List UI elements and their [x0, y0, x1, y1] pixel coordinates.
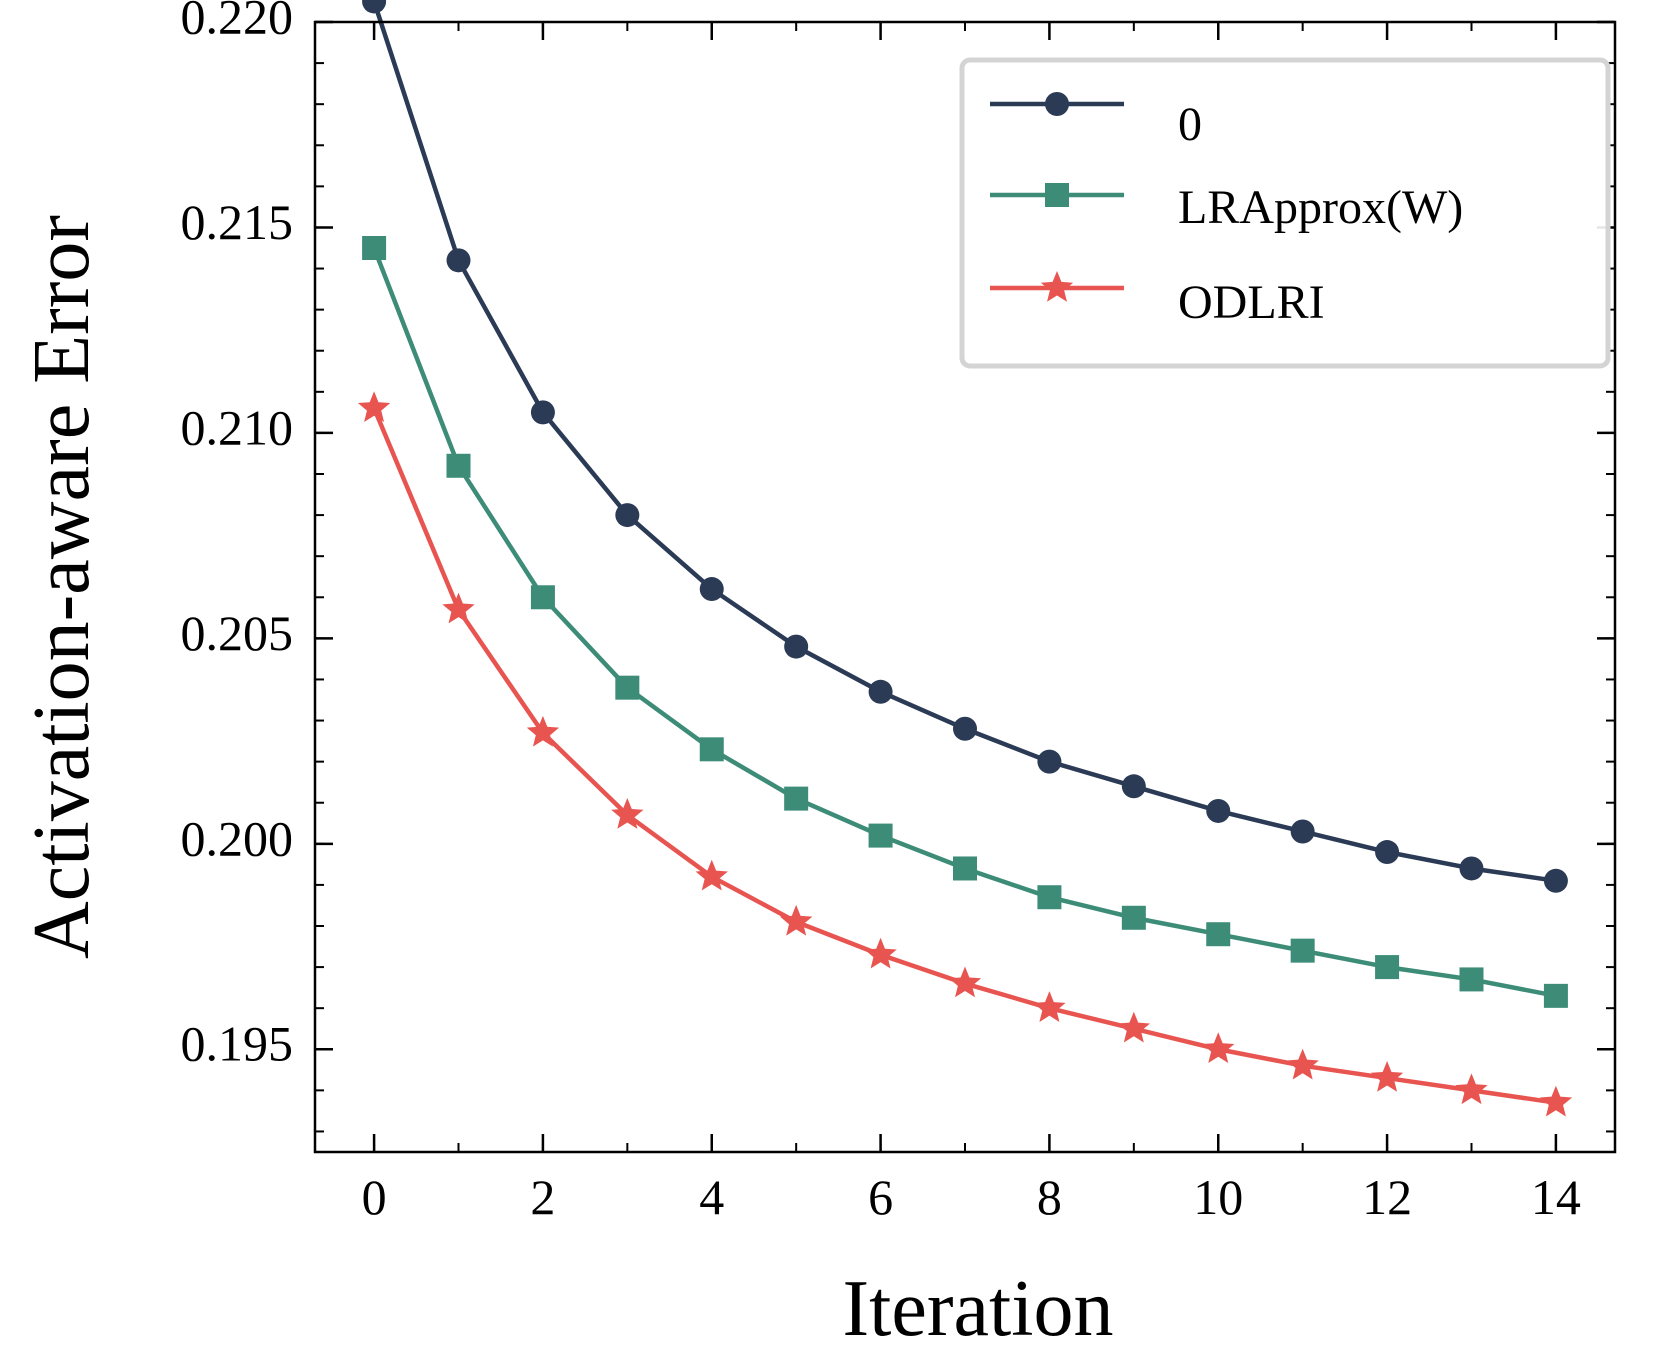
- data-point-star: [442, 592, 475, 624]
- data-point-star: [1117, 1011, 1150, 1043]
- data-point-star: [948, 966, 982, 998]
- series-1: [362, 236, 1568, 1008]
- y-tick-label: 0.210: [181, 399, 294, 455]
- y-tick-label: 0.200: [181, 810, 294, 866]
- data-point-star: [1370, 1061, 1404, 1092]
- data-point-square: [530, 585, 555, 610]
- x-tick-label: 14: [1531, 1169, 1581, 1225]
- series-2: [357, 391, 1573, 1117]
- series-0: [362, 0, 1568, 893]
- y-tick-label: 0.215: [181, 194, 294, 250]
- legend-label-series-2: ODLRI: [1178, 276, 1325, 329]
- x-tick-label: 8: [1037, 1169, 1062, 1225]
- x-tick-label: 0: [362, 1169, 387, 1225]
- data-point-square: [446, 453, 471, 478]
- legend: 0 LRApprox(W) ODLRI: [959, 57, 1611, 369]
- data-point-circle: [1543, 868, 1568, 893]
- data-point-star: [864, 937, 897, 969]
- data-point-star: [1033, 991, 1066, 1022]
- data-point-circle: [784, 634, 809, 659]
- data-point-star: [780, 904, 813, 936]
- data-point-square: [1290, 938, 1315, 963]
- series-line: [372, 407, 1557, 1105]
- data-point-square: [615, 675, 640, 700]
- legend-marker-star: [1040, 271, 1074, 302]
- x-tick-label: 2: [530, 1169, 555, 1225]
- y-tick-labels: 0.195 0.200 0.205 0.210 0.215 0.220: [181, 0, 294, 1072]
- data-point-circle: [362, 0, 387, 14]
- data-point-square: [1459, 967, 1484, 992]
- data-point-circle: [699, 577, 724, 602]
- data-point-circle: [953, 716, 977, 741]
- data-point-star: [611, 798, 644, 829]
- legend-marker-circle: [1045, 92, 1069, 116]
- data-point-circle: [868, 679, 893, 704]
- data-point-square: [868, 823, 893, 848]
- y-tick-label: 0.220: [181, 0, 294, 44]
- data-point-square: [784, 786, 809, 811]
- plot-frame: [313, 20, 1617, 1154]
- data-point-circle: [446, 248, 471, 273]
- data-point-square: [1121, 905, 1146, 930]
- data-point-circle: [1459, 856, 1484, 881]
- data-point-square: [1375, 955, 1400, 980]
- x-tick-labels: 0 2 4 6 8 10 12 14: [362, 1169, 1581, 1225]
- y-tick-label: 0.205: [181, 605, 294, 661]
- data-point-circle: [530, 400, 555, 425]
- legend-label-series-1: LRApprox(W): [1178, 181, 1463, 234]
- data-point-star: [357, 391, 391, 423]
- data-point-star: [1539, 1085, 1573, 1117]
- data-point-circle: [1375, 840, 1400, 865]
- data-point-square: [362, 236, 387, 260]
- y-tick-label: 0.195: [181, 1016, 294, 1072]
- legend-label-series-0: 0: [1178, 98, 1202, 151]
- x-axis-title: Iteration: [843, 1265, 1114, 1353]
- data-point-square: [699, 737, 724, 762]
- data-point-star: [526, 715, 560, 747]
- x-tick-label: 6: [868, 1169, 893, 1225]
- data-point-star: [1286, 1048, 1319, 1080]
- data-point-star: [695, 859, 728, 891]
- data-point-star: [1455, 1073, 1488, 1105]
- data-point-circle: [1121, 774, 1146, 799]
- data-point-square: [1543, 983, 1568, 1008]
- x-tick-label: 4: [699, 1169, 724, 1225]
- data-point-square: [1037, 885, 1062, 910]
- y-axis-title: Activation-aware Error: [18, 215, 106, 959]
- data-point-circle: [1037, 749, 1062, 774]
- data-point-circle: [1206, 798, 1231, 823]
- data-point-star: [1202, 1032, 1235, 1064]
- legend-marker-square: [1045, 183, 1069, 207]
- data-point-square: [953, 856, 977, 881]
- data-point-circle: [1290, 819, 1315, 844]
- data-point-square: [1206, 922, 1231, 947]
- series-layer: [357, 0, 1573, 1117]
- major-ticks: [315, 20, 1615, 1152]
- x-tick-label: 10: [1193, 1169, 1243, 1225]
- data-point-circle: [615, 503, 640, 528]
- x-tick-label: 12: [1362, 1169, 1412, 1225]
